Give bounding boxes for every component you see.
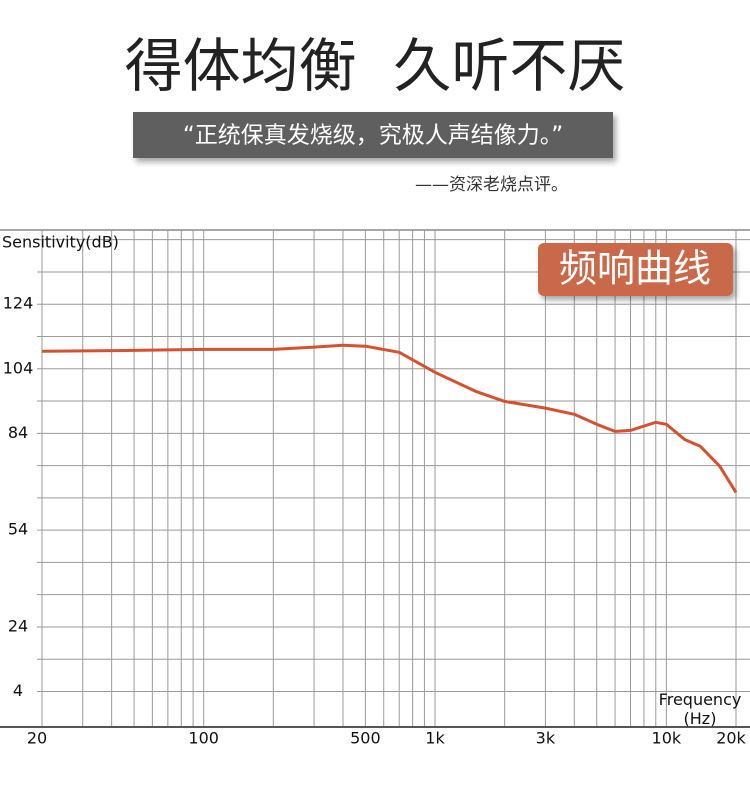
y-tick-label: 104 [3,358,34,377]
x-tick-label: 100 [188,729,219,748]
x-tick-label: 10k [652,729,682,748]
y-tick-label: 84 [8,423,28,442]
x-axis-title: Frequency (Hz) [658,690,742,728]
y-axis-title: Sensitivity(dB) [2,233,119,252]
x-tick-label: 1k [425,729,445,748]
x-tick-label: 500 [350,729,381,748]
response-curve [41,343,738,494]
badge [538,243,733,296]
y-tick-label: 124 [3,294,34,313]
attribution: ——资深老烧点评。 [415,175,568,195]
x-tick-label: 20k [716,729,746,748]
x-tick-label: 20 [27,729,47,748]
chart-title: 频响曲线 [559,247,711,291]
y-tick-label: 24 [8,616,28,635]
quote-box [133,112,613,158]
heading: 得体均衡 久听不厌 [125,32,626,100]
y-tick-label: 54 [8,520,28,539]
quote: “正统保真发烧级，究极人声结像力。” [183,123,563,149]
y-tick-label: 4 [13,681,23,700]
x-tick-label: 3k [536,729,556,748]
